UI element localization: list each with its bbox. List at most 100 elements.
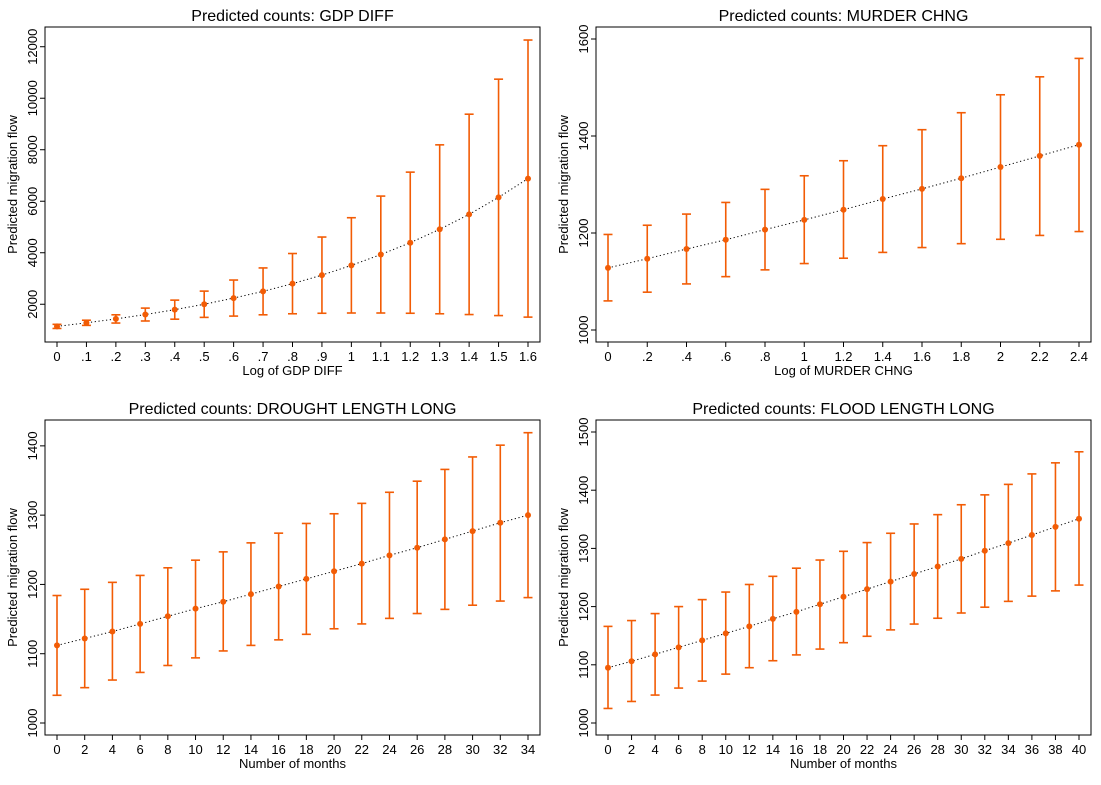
x-tick-label: .8: [287, 349, 298, 364]
chart-title: Predicted counts: MURDER CHNG: [719, 8, 969, 25]
x-tick-label: 12: [742, 742, 756, 757]
data-point: [386, 552, 393, 559]
x-axis-label: Log of GDP DIFF: [242, 363, 342, 378]
x-tick-label: 24: [382, 742, 396, 757]
x-tick-label: 0: [53, 742, 60, 757]
x-tick-label: 1: [348, 349, 355, 364]
y-axis-label: Predicted migration flow: [556, 508, 571, 647]
x-tick-label: .3: [140, 349, 151, 364]
y-tick-label: 1400: [576, 122, 591, 151]
x-tick-label: 6: [137, 742, 144, 757]
data-point: [981, 547, 988, 554]
x-tick-label: 36: [1025, 742, 1039, 757]
x-tick-label: 24: [883, 742, 897, 757]
data-point: [54, 642, 60, 649]
data-point: [762, 226, 768, 233]
chart-panel-murder-chng: Predicted counts: MURDER CHNG 0 .2 .4 .6 .8 1 1…: [551, 0, 1101, 392]
x-tick-label: .1: [81, 349, 92, 364]
y-tick-label: 1400: [576, 476, 591, 505]
x-tick-label: 1.3: [431, 349, 449, 364]
x-tick-label: 30: [465, 742, 479, 757]
data-point: [1028, 532, 1035, 539]
y-tick-label: 10000: [25, 80, 40, 116]
x-tick-label: 32: [493, 742, 507, 757]
y-tick-label: 1300: [25, 501, 40, 530]
y-axis-label: Predicted migration flow: [556, 115, 571, 254]
x-tick-label: .2: [110, 349, 121, 364]
data-point: [769, 615, 776, 622]
data-point: [289, 280, 296, 287]
data-point: [1005, 540, 1012, 547]
x-tick-label: 1.8: [952, 349, 970, 364]
data-point: [911, 571, 918, 578]
x-tick-label: .6: [228, 349, 239, 364]
x-tick-label: 0: [53, 349, 60, 364]
data-point: [644, 255, 651, 262]
x-tick-label: .9: [317, 349, 328, 364]
data-point: [260, 288, 267, 295]
y-tick-label: 1600: [576, 25, 591, 54]
y-tick-label: 1300: [576, 534, 591, 563]
chart-svg-gdp-diff: Predicted counts: GDP DIFF 0 .1 .2 .3 .4 .5 .6.…: [5, 8, 541, 378]
x-tick-label: 22: [355, 742, 369, 757]
data-point: [358, 560, 365, 567]
y-tick-label: 1000: [576, 316, 591, 345]
y-tick-label: 1400: [25, 431, 40, 460]
x-tick-label: 12: [216, 742, 230, 757]
x-tick-label: .5: [199, 349, 210, 364]
y-tick-label: 4000: [25, 238, 40, 267]
data-point: [83, 319, 90, 326]
data-point: [441, 536, 448, 543]
data-point: [247, 591, 254, 598]
data-point: [164, 613, 171, 620]
data-point: [997, 164, 1004, 171]
data-point: [171, 306, 178, 313]
y-axis-label: Predicted migration flow: [5, 508, 20, 647]
data-point: [495, 194, 502, 201]
x-tick-label: 40: [1072, 742, 1086, 757]
data-point: [348, 262, 355, 269]
data-point: [801, 216, 808, 223]
y-tick-label: 1200: [576, 219, 591, 248]
data-point: [109, 628, 116, 635]
data-point: [958, 555, 965, 562]
data-point: [1076, 515, 1082, 522]
x-tick-label: 22: [860, 742, 874, 757]
x-tick-label: 4: [651, 742, 658, 757]
data-point: [497, 519, 504, 526]
data-point: [142, 311, 149, 318]
chart-title: Predicted counts: FLOOD LENGTH LONG: [692, 401, 994, 418]
x-tick-label: 20: [327, 742, 341, 757]
y-tick-label: 1100: [25, 640, 40, 668]
x-tick-label: 2: [997, 349, 1004, 364]
x-tick-label: 2.4: [1070, 349, 1088, 364]
y-tick-label: 8000: [25, 135, 40, 164]
x-tick-label: 1: [801, 349, 808, 364]
x-tick-label: 1.2: [834, 349, 852, 364]
data-point: [919, 185, 925, 192]
x-tick-label: 1.4: [874, 349, 892, 364]
data-point: [840, 593, 847, 600]
data-point: [722, 236, 729, 243]
fitted-line: [607, 518, 1080, 669]
data-point: [407, 239, 414, 246]
x-tick-label: 34: [1001, 742, 1015, 757]
data-point: [436, 226, 443, 233]
data-point: [879, 196, 886, 203]
data-point: [934, 563, 941, 570]
y-tick-label: 1500: [576, 418, 591, 447]
data-point: [469, 528, 476, 535]
x-tick-label: .2: [642, 349, 653, 364]
data-point: [220, 598, 227, 605]
chart-svg-murder-chng: Predicted counts: MURDER CHNG 0 .2 .4 .6 .8 1 1…: [556, 8, 1092, 378]
x-tick-label: 30: [954, 742, 968, 757]
x-tick-label: .6: [720, 349, 731, 364]
data-point: [887, 578, 894, 585]
x-tick-label: 2.2: [1031, 349, 1049, 364]
data-point: [1036, 152, 1043, 159]
data-point: [675, 644, 682, 651]
data-point: [303, 575, 310, 582]
x-tick-label: 28: [438, 742, 452, 757]
data-point: [793, 608, 800, 615]
